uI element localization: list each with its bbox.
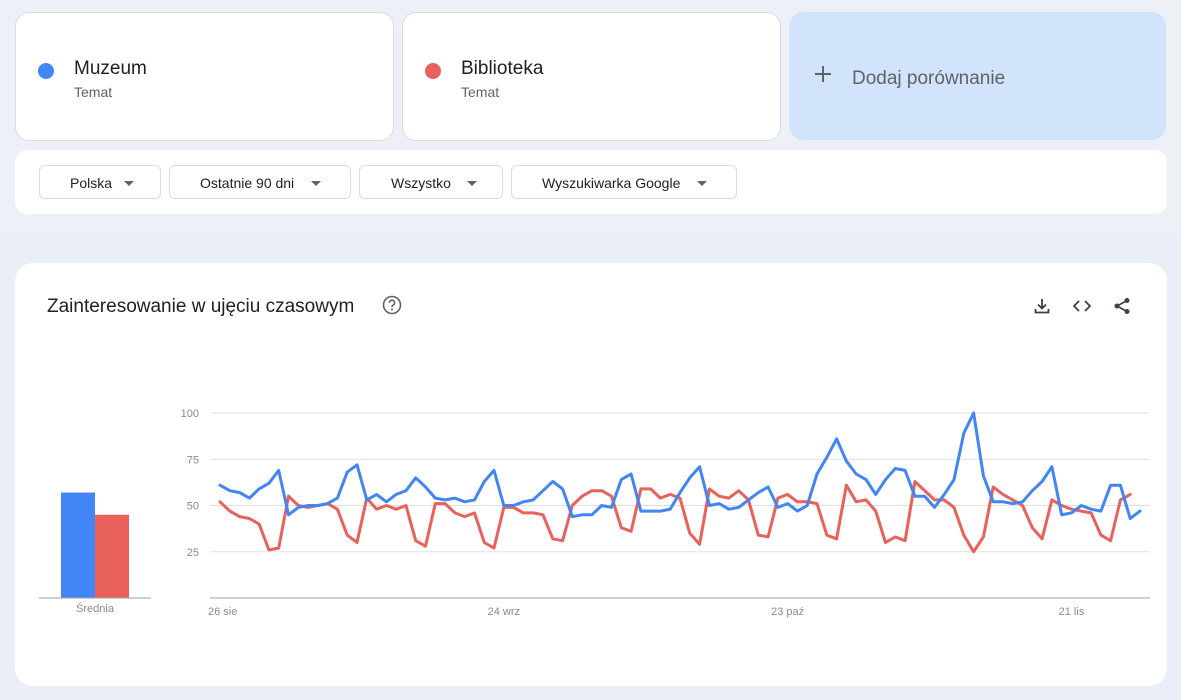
term-card-muzeum[interactable]: Muzeum Temat [15, 12, 394, 141]
term-type: Temat [461, 84, 500, 100]
caret-down-icon [124, 181, 134, 186]
x-tick-label: 26 sie [208, 606, 237, 618]
average-bar-muzeum[interactable] [61, 492, 95, 598]
period-label: Ostatnie 90 dni [200, 175, 295, 191]
series-line-biblioteka[interactable] [218, 480, 1132, 554]
category-dropdown[interactable]: Wszystko [359, 165, 503, 199]
download-icon[interactable] [1032, 296, 1052, 316]
term-type: Temat [74, 84, 113, 100]
help-icon[interactable] [382, 295, 402, 315]
caret-down-icon [311, 181, 321, 186]
term-card-biblioteka[interactable]: Biblioteka Temat [402, 12, 781, 141]
embed-icon[interactable] [1072, 296, 1092, 316]
term-name: Biblioteka [461, 58, 544, 79]
term-color-dot [425, 63, 441, 79]
add-comparison-button[interactable]: Dodaj porównanie [789, 12, 1166, 140]
chart-title: Zainteresowanie w ujęciu czasowym [47, 296, 355, 317]
region-dropdown[interactable]: Polska [39, 165, 161, 199]
y-tick-label: 75 [187, 454, 199, 466]
filter-bar: Polska Ostatnie 90 dni Wszystko Wyszukiw… [15, 150, 1167, 214]
y-tick-label: 50 [187, 501, 199, 513]
plus-icon [815, 66, 831, 82]
x-tick-label: 24 wrz [488, 606, 520, 618]
source-dropdown[interactable]: Wyszukiwarka Google [511, 165, 737, 199]
term-color-dot [38, 63, 54, 79]
period-dropdown[interactable]: Ostatnie 90 dni [169, 165, 351, 199]
line-chart: 25 50 75 100 26 sie 24 wrz 23 paź 21 lis [181, 408, 1150, 618]
caret-down-icon [467, 181, 477, 186]
series-line-muzeum[interactable] [218, 411, 1142, 520]
add-comparison-label: Dodaj porównanie [852, 68, 1006, 89]
share-icon[interactable] [1112, 296, 1132, 316]
average-label: Średnia [76, 602, 115, 615]
category-label: Wszystko [391, 175, 451, 191]
caret-down-icon [697, 181, 707, 186]
x-tick-label: 23 paź [771, 606, 804, 618]
source-label: Wyszukiwarka Google [542, 175, 681, 191]
average-bar-biblioteka[interactable] [95, 514, 129, 598]
x-tick-label: 21 lis [1059, 606, 1085, 618]
average-bars: Średnia [39, 492, 151, 615]
interest-over-time-card: Zainteresowanie w ujęciu czasowym Średni… [15, 263, 1167, 686]
term-name: Muzeum [74, 58, 147, 79]
region-label: Polska [70, 175, 113, 191]
y-tick-label: 100 [181, 408, 199, 420]
y-tick-label: 25 [187, 547, 199, 559]
